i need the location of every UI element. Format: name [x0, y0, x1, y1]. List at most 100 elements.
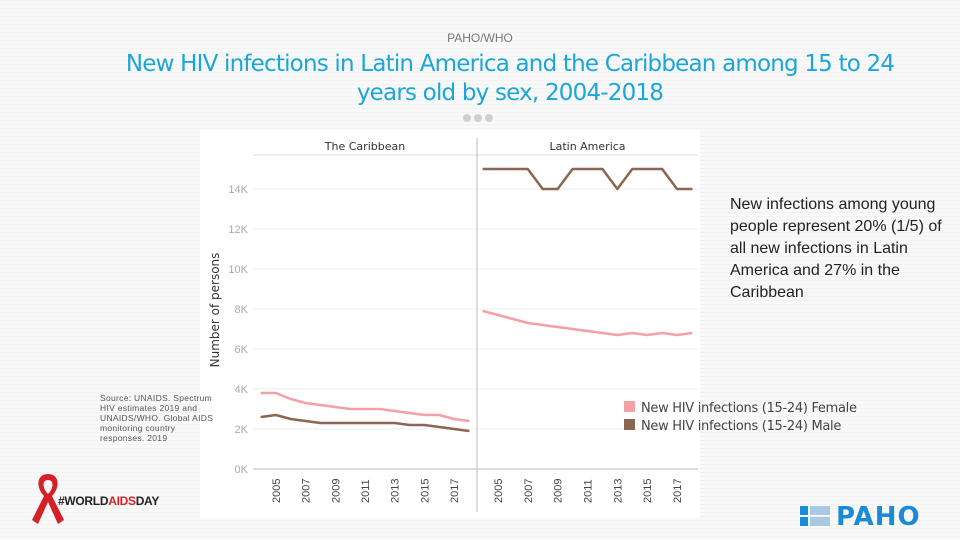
- data-point: [468, 420, 470, 422]
- data-point: [571, 168, 574, 170]
- data-point: [616, 334, 619, 336]
- y-tick-label: 0K: [235, 464, 249, 476]
- data-point: [275, 392, 277, 394]
- data-point: [260, 416, 262, 418]
- y-tick-label: 4K: [235, 384, 249, 396]
- data-point: [571, 328, 574, 330]
- x-tick-label: 2009: [553, 479, 565, 503]
- data-point: [423, 424, 426, 426]
- series-line-female: [261, 391, 470, 423]
- x-tick-label: 2013: [390, 479, 402, 503]
- legend-label: New HIV infections (15-24) Female: [641, 401, 857, 416]
- data-point: [319, 404, 322, 406]
- x-tick-label: 2015: [419, 479, 431, 503]
- data-point: [601, 332, 604, 334]
- y-tick-label: 8K: [235, 304, 249, 316]
- data-point: [334, 406, 337, 408]
- data-point: [691, 332, 693, 334]
- annotation-text: New infections among young people repres…: [730, 196, 942, 301]
- data-point: [661, 168, 663, 170]
- data-point: [379, 422, 381, 424]
- series-line-male: [483, 167, 692, 191]
- organization-label: PAHO/WHO: [447, 31, 513, 45]
- data-point: [349, 422, 351, 424]
- chart-panel: [200, 130, 700, 518]
- data-point: [512, 168, 514, 170]
- x-tick-label: 2017: [449, 479, 461, 503]
- data-point: [482, 310, 484, 312]
- data-point: [334, 422, 337, 424]
- data-point: [586, 330, 589, 332]
- data-point: [616, 188, 619, 190]
- data-point: [438, 414, 441, 416]
- data-point: [497, 314, 499, 316]
- x-tick-label: 2015: [642, 479, 654, 503]
- data-point: [676, 334, 678, 336]
- data-point: [423, 414, 426, 416]
- data-point: [453, 428, 455, 430]
- data-point: [661, 332, 663, 334]
- data-point: [349, 408, 351, 410]
- data-point: [556, 188, 559, 190]
- x-tick-label: 2007: [301, 479, 313, 503]
- y-tick-label: 2K: [235, 424, 249, 436]
- who-emblem-icon: [800, 506, 830, 528]
- x-tick-label: 2011: [583, 479, 595, 503]
- x-tick-label: 2017: [672, 479, 684, 503]
- data-point: [379, 408, 381, 410]
- source-note: Source: UNAIDS. Spectrum HIV estimates 2…: [100, 393, 214, 443]
- data-point: [556, 326, 559, 328]
- y-axis-title: Number of persons: [208, 253, 222, 368]
- data-point: [468, 430, 470, 432]
- y-tick-label: 6K: [235, 344, 249, 356]
- data-point: [364, 422, 366, 424]
- data-point: [453, 418, 455, 420]
- data-point: [364, 408, 366, 410]
- data-point: [482, 168, 484, 170]
- data-point: [526, 168, 529, 170]
- data-point: [676, 188, 678, 190]
- data-point: [260, 392, 262, 394]
- x-tick-label: 2011: [360, 479, 372, 503]
- page-title: New HIV infections in Latin America and …: [125, 51, 895, 106]
- red-ribbon-icon: [32, 474, 64, 524]
- data-point: [526, 322, 529, 324]
- data-point: [408, 424, 411, 426]
- data-point: [601, 168, 604, 170]
- paho-logo: PAHO: [800, 502, 921, 532]
- legend-swatch: [624, 419, 635, 430]
- data-point: [438, 426, 441, 428]
- data-point: [289, 398, 292, 400]
- data-point: [646, 334, 649, 336]
- data-point: [646, 168, 649, 170]
- x-tick-label: 2009: [330, 479, 342, 503]
- y-tick-label: 14K: [228, 184, 248, 196]
- x-tick-label: 2005: [493, 479, 505, 503]
- data-point: [319, 422, 322, 424]
- decorative-dots: [463, 114, 493, 122]
- data-point: [541, 188, 544, 190]
- panel-title: Latin America: [549, 140, 625, 153]
- data-point: [586, 168, 589, 170]
- y-tick-label: 10K: [228, 264, 248, 276]
- data-point: [408, 412, 411, 414]
- legend-swatch: [624, 401, 635, 412]
- world-aids-day-hashtag: #WORLDAIDSDAY: [58, 494, 160, 508]
- data-point: [541, 324, 544, 326]
- data-point: [289, 418, 292, 420]
- panel-title: The Caribbean: [324, 140, 405, 153]
- data-point: [393, 422, 396, 424]
- data-point: [631, 168, 634, 170]
- x-tick-label: 2013: [612, 479, 624, 503]
- data-point: [512, 318, 514, 320]
- data-point: [304, 420, 307, 422]
- data-point: [393, 410, 396, 412]
- x-tick-label: 2007: [523, 479, 535, 503]
- data-point: [304, 402, 307, 404]
- x-tick-label: 2005: [271, 479, 283, 503]
- data-point: [275, 414, 277, 416]
- legend-label: New HIV infections (15-24) Male: [641, 419, 841, 434]
- data-point: [497, 168, 499, 170]
- data-point: [631, 332, 634, 334]
